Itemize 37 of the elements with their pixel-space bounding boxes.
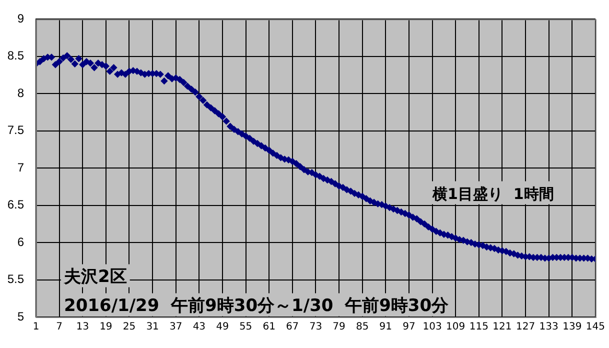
x-tick-label: 7	[56, 322, 62, 333]
x-tick-label: 91	[379, 322, 392, 333]
x-tick-label: 109	[446, 322, 466, 333]
x-tick-label: 73	[309, 322, 322, 333]
x-tick-label: 67	[286, 322, 299, 333]
x-tick-label: 79	[332, 322, 346, 333]
x-tick-label: 139	[562, 322, 582, 333]
x-tick-label: 31	[146, 322, 159, 333]
y-tick-label: 8	[17, 86, 24, 100]
x-tick-label: 49	[216, 322, 229, 333]
y-tick-label: 5	[17, 309, 24, 324]
x-tick-label: 103	[422, 322, 442, 333]
y-tick-label: 7	[17, 160, 24, 174]
x-tick-label: 127	[516, 322, 536, 333]
y-tick-label: 8.5	[7, 48, 24, 63]
x-tick-label: 19	[100, 322, 112, 333]
y-tick-label: 6.5	[7, 198, 24, 212]
y-tick-label: 9	[17, 12, 24, 26]
y-tick-label: 7.5	[7, 123, 24, 138]
y-tick-label: 6	[17, 234, 24, 249]
x-tick-label: 55	[239, 322, 252, 333]
x-tick-label: 25	[122, 322, 136, 333]
x-tick-label: 133	[539, 322, 558, 333]
annotation: 横1目盛り 1時間	[431, 185, 554, 204]
x-tick-label: 145	[586, 322, 606, 333]
x-tick-label: 43	[192, 322, 206, 333]
y-tick-label: 5.5	[7, 272, 24, 286]
x-tick-label: 97	[402, 322, 416, 333]
x-tick-label: 37	[169, 322, 182, 333]
annotation: 夫沢2区	[63, 267, 127, 288]
x-tick-label: 13	[76, 322, 89, 333]
x-tick-label: 61	[262, 322, 276, 333]
x-tick-label: 121	[492, 322, 512, 333]
x-tick-label: 1	[32, 322, 40, 333]
annotation: 2016/1/29 午前9時30分～1/30 午前9時30分	[64, 296, 450, 316]
x-tick-label: 85	[356, 322, 369, 333]
x-tick-label: 115	[469, 322, 488, 333]
